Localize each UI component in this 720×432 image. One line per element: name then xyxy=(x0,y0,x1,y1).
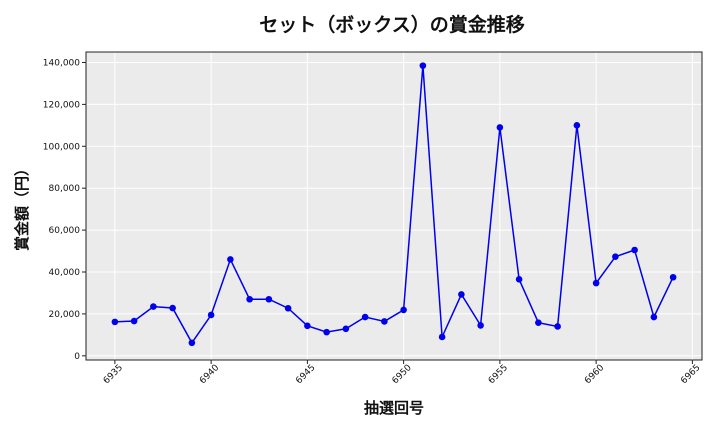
data-point xyxy=(515,276,523,283)
data-point xyxy=(438,333,446,341)
data-point xyxy=(323,328,330,336)
plot-area xyxy=(86,52,702,360)
data-point xyxy=(130,317,138,325)
data-point xyxy=(477,322,484,329)
y-axis-label: 賞金額（円） xyxy=(13,161,31,251)
data-point xyxy=(650,313,658,321)
data-point xyxy=(342,325,350,333)
data-point xyxy=(361,313,369,321)
data-point xyxy=(111,318,119,326)
x-axis-label: 抽選回号 xyxy=(364,399,424,417)
data-point xyxy=(150,303,157,310)
y-tick-label: 40,000 xyxy=(49,268,81,278)
x-tick-label: 6965 xyxy=(679,363,702,386)
data-point xyxy=(246,295,253,303)
series-line xyxy=(114,65,674,345)
y-tick-label: 140,000 xyxy=(43,58,80,68)
data-point xyxy=(207,311,215,319)
y-tick-label: 0 xyxy=(74,352,80,362)
data-point xyxy=(573,122,581,129)
x-tick-label: 6955 xyxy=(487,363,510,386)
y-tick-label: 60,000 xyxy=(49,226,81,236)
x-tick-label: 6950 xyxy=(391,363,414,386)
x-tick-label: 6935 xyxy=(102,363,125,386)
y-tick-label: 80,000 xyxy=(49,184,81,194)
data-point xyxy=(554,323,561,330)
data-point xyxy=(188,339,196,347)
data-point xyxy=(458,291,465,298)
data-point xyxy=(631,246,638,254)
y-tick-label: 20,000 xyxy=(49,310,81,320)
data-point xyxy=(284,304,292,312)
data-point xyxy=(612,253,619,261)
data-point xyxy=(592,279,600,287)
data-point xyxy=(169,304,176,312)
data-point xyxy=(265,295,273,303)
data-point xyxy=(496,124,504,131)
x-tick-label: 6945 xyxy=(294,363,317,386)
grid xyxy=(86,52,702,360)
x-tick-label: 6960 xyxy=(583,363,606,386)
series-layer xyxy=(111,62,677,347)
y-tick-label: 120,000 xyxy=(43,100,80,110)
data-point xyxy=(381,318,388,325)
data-point xyxy=(535,319,542,327)
data-point xyxy=(227,256,234,263)
x-tick-label: 6940 xyxy=(198,363,221,386)
data-point xyxy=(400,306,407,314)
data-point xyxy=(419,62,427,69)
plot-frame xyxy=(85,51,703,361)
data-point xyxy=(304,322,311,330)
chart-title: セット（ボックス）の賞金推移 xyxy=(259,13,524,36)
data-point xyxy=(669,273,677,281)
y-tick-label: 100,000 xyxy=(43,142,80,152)
